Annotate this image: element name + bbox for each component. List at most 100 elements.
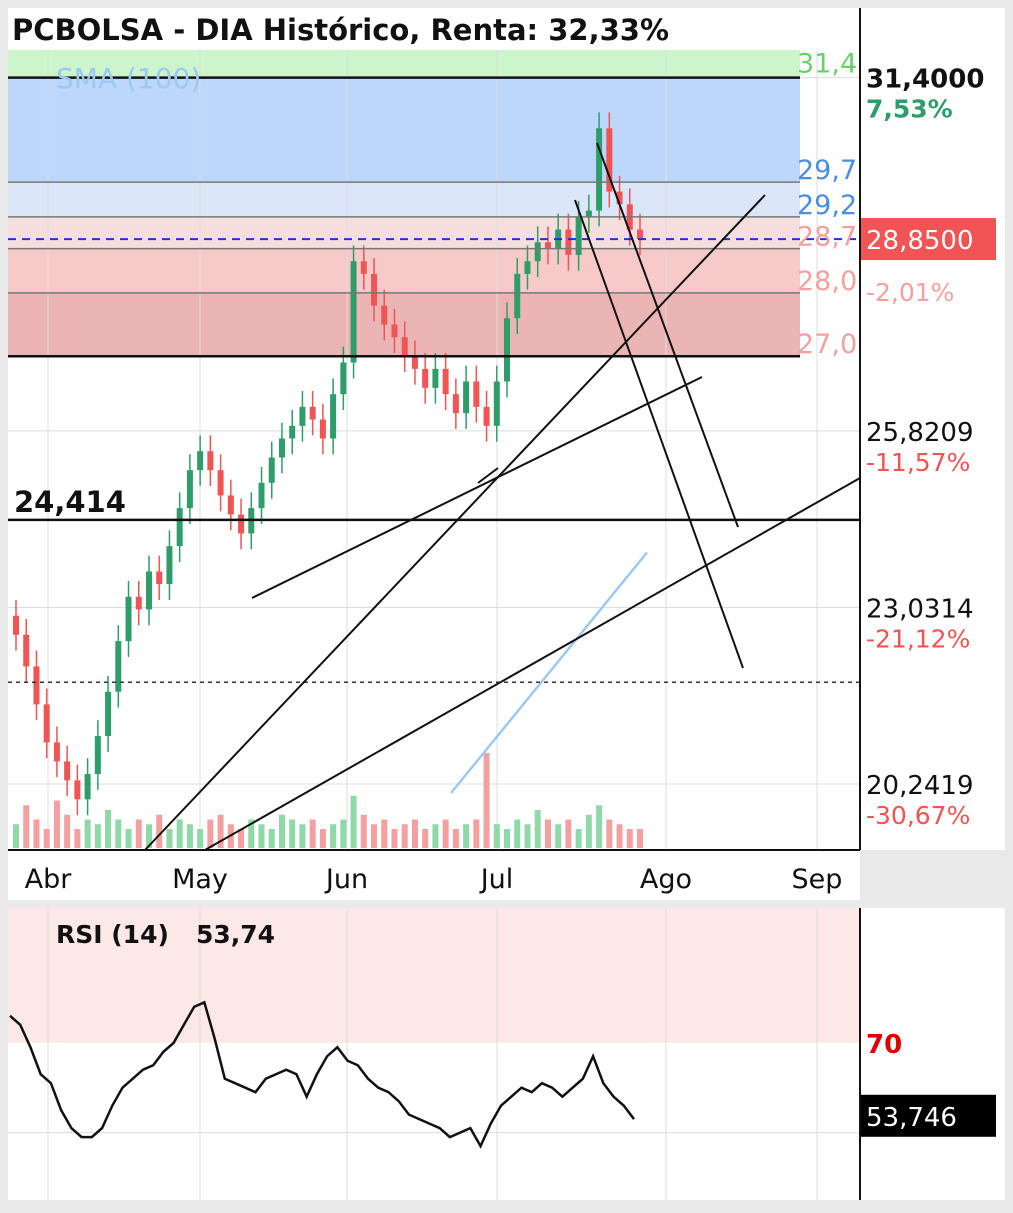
volume-bar-5	[64, 814, 71, 848]
candle-body-51	[534, 242, 541, 262]
volume-bar-57	[596, 805, 603, 848]
level-lines	[8, 76, 860, 683]
candle-body-21	[227, 495, 234, 515]
candle-body-34	[360, 261, 367, 274]
trend-line-3	[574, 199, 744, 669]
chart-title: PCBOLSA - DIA Histórico, Renta: 32,33%	[12, 13, 669, 47]
rsi-overbought-zone	[8, 908, 860, 1043]
x-tick-jul: Jul	[479, 864, 514, 895]
volume-bar-47	[493, 824, 500, 848]
price-zone-4	[8, 248, 800, 293]
volume-bar-43	[452, 829, 459, 848]
candle-body-50	[524, 261, 531, 274]
current-price-label: 28,8500	[866, 226, 974, 256]
price-axis-bg	[860, 8, 1005, 850]
trend-line-4	[596, 142, 739, 528]
x-tick-abr: Abr	[25, 864, 73, 895]
volume-bar-36	[381, 819, 388, 848]
candle-body-29	[309, 406, 316, 420]
price-zone-2	[8, 182, 800, 217]
sma-label: SMA (100)	[56, 62, 201, 95]
candle-body-58	[606, 128, 613, 192]
volume-bar-39	[411, 819, 418, 848]
trend-line-2	[251, 376, 703, 599]
candle-body-25	[268, 457, 275, 483]
candle-body-24	[258, 482, 265, 509]
volume-bar-56	[585, 814, 592, 848]
candle-body-45	[473, 381, 480, 407]
volume-bar-20	[217, 814, 224, 848]
candle-body-57	[596, 128, 603, 211]
candle-body-36	[381, 305, 388, 325]
candle-body-41	[432, 368, 439, 388]
candles	[13, 112, 648, 816]
volume-bar-30	[319, 829, 326, 848]
candle-body-37	[391, 324, 398, 338]
candle-body-26	[278, 438, 285, 458]
volume-bar-52	[544, 819, 551, 848]
x-tick-sep: Sep	[792, 864, 843, 895]
y-tick-label-3: 20,2419	[866, 771, 974, 801]
candle-body-33	[350, 261, 357, 363]
candle-body-52	[544, 242, 551, 249]
volume-bar-35	[371, 824, 378, 848]
volume-bar-25	[268, 829, 275, 848]
candle-body-17	[186, 470, 193, 509]
volume-bar-16	[176, 819, 183, 848]
candle-body-48	[504, 318, 511, 382]
level-label-5: 27,0	[797, 329, 857, 360]
volume-bar-33	[350, 795, 357, 848]
volume-bar-7	[84, 819, 91, 848]
candle-body-14	[156, 571, 163, 585]
level-labels: 31,4 29,7 29,228,7 28,0 27,0 24,414 -2,01%	[14, 49, 954, 519]
volume-bar-37	[391, 829, 398, 848]
x-tick-ago: Ago	[640, 864, 692, 895]
rsi-current-label: 53,746	[866, 1103, 957, 1133]
volume-bar-9	[105, 810, 112, 848]
x-axis: Abr May Jun Jul Ago Sep	[25, 864, 843, 895]
x-tick-jun: Jun	[324, 864, 368, 895]
candle-body-47	[493, 381, 500, 426]
candle-body-2	[33, 666, 40, 705]
candle-body-32	[340, 362, 347, 395]
level-label-2: 29,2	[797, 190, 857, 221]
volume-bar-0	[13, 824, 19, 848]
current-price-box	[860, 218, 996, 261]
x-tick-may: May	[172, 864, 228, 895]
volume-bar-50	[524, 824, 531, 848]
rsi-title: RSI (14)	[56, 920, 169, 949]
rsi-line	[9, 1000, 635, 1149]
overlapped-pct-label: -2,01%	[866, 278, 954, 307]
candle-body-10	[115, 641, 122, 692]
volume-bar-6	[74, 829, 81, 848]
candle-body-7	[84, 774, 91, 800]
candle-body-12	[135, 596, 142, 610]
trend-line-0	[144, 194, 766, 851]
y-tick-pct-3: -30,67%	[866, 801, 970, 830]
candle-body-35	[371, 273, 378, 306]
candle-body-49	[514, 273, 521, 319]
volume-bar-11	[125, 829, 132, 848]
volume-bar-32	[340, 819, 347, 848]
volume-bar-28	[299, 824, 306, 848]
volume-bar-44	[463, 824, 470, 848]
level-label-4: 28,0	[797, 266, 857, 297]
volume-bar-29	[309, 819, 316, 848]
volume-bar-12	[135, 819, 142, 848]
volume-bar-40	[422, 829, 429, 848]
candle-body-9	[105, 691, 112, 737]
volume-bar-26	[278, 814, 285, 848]
volume-bar-42	[442, 819, 449, 848]
volume-bar-60	[626, 829, 633, 848]
volume-bar-46	[483, 753, 490, 848]
volume-bar-23	[248, 819, 255, 848]
volume-bar-45	[473, 819, 480, 848]
candle-body-59	[616, 191, 623, 205]
candle-body-16	[176, 508, 183, 547]
volume-bar-41	[432, 824, 439, 848]
volume-bar-61	[637, 829, 643, 848]
volume-bar-4	[53, 800, 60, 848]
